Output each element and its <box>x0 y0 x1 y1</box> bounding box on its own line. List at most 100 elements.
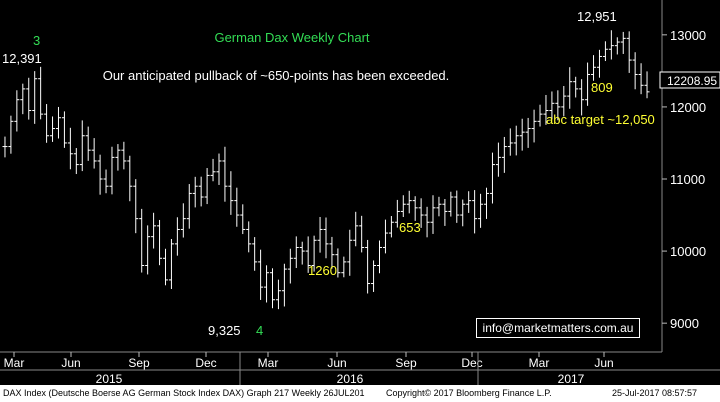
price-bar <box>519 118 525 151</box>
x-tick-label: Mar <box>529 356 550 370</box>
y-tick-label: 11000 <box>670 172 705 187</box>
x-tick-label: Jun <box>594 356 613 370</box>
price-bar <box>614 37 620 55</box>
price-bar <box>222 146 228 202</box>
price-bar <box>26 77 32 120</box>
price-bar <box>61 111 67 148</box>
x-tick-label: Dec <box>461 356 482 370</box>
price-bar <box>264 265 270 303</box>
x-year-label: 2015 <box>96 372 123 386</box>
price-bar <box>359 215 365 253</box>
price-bar <box>620 31 626 54</box>
price-bar <box>287 248 293 284</box>
chart-annotation: 1260 <box>308 263 337 278</box>
price-bar <box>32 71 38 124</box>
price-bar <box>394 199 400 228</box>
price-bar <box>67 127 73 170</box>
chart-annotation: 653 <box>399 220 421 235</box>
price-bar <box>436 196 442 217</box>
x-tick-label: Jun <box>61 356 80 370</box>
price-bar <box>91 138 97 169</box>
price-bar <box>478 193 484 228</box>
chart-subtitle: Our anticipated pullback of ~650-points … <box>103 68 450 83</box>
price-bar <box>489 152 495 204</box>
y-axis-ticks: 9000 10000 11000 12000 13000 <box>662 28 706 331</box>
price-bar <box>121 141 127 170</box>
price-bars <box>2 30 650 310</box>
last-price-label: 12208.95 <box>667 74 717 88</box>
price-bar <box>638 63 644 95</box>
price-bar <box>466 191 472 213</box>
price-bar <box>97 154 103 195</box>
y-tick-label: 10000 <box>670 244 706 259</box>
price-bar <box>2 136 8 158</box>
price-bar <box>305 236 311 273</box>
price-bar <box>133 179 139 234</box>
price-bar <box>406 190 412 214</box>
footer-description: DAX Index (Deutsche Boerse AG German Sto… <box>3 388 365 398</box>
price-bar <box>418 198 424 228</box>
price-bar <box>400 195 406 218</box>
price-bar <box>103 169 109 194</box>
price-bar <box>258 249 264 300</box>
price-bar <box>204 168 210 205</box>
price-bar <box>484 187 490 219</box>
chart-annotation: 809 <box>591 80 613 95</box>
x-tick-label: Dec <box>195 356 216 370</box>
price-bar <box>501 136 507 173</box>
price-bar <box>228 171 234 215</box>
y-tick-label: 9000 <box>670 316 699 331</box>
y-tick-label: 13000 <box>670 28 706 43</box>
price-bar <box>145 225 151 275</box>
price-bar <box>442 199 448 226</box>
price-bar <box>382 219 388 254</box>
price-bar <box>180 203 186 238</box>
x-tick-label: Sep <box>128 356 150 370</box>
price-bar <box>210 158 216 182</box>
x-tick-label: Mar <box>4 356 25 370</box>
price-bar <box>567 67 573 109</box>
price-bar <box>537 104 543 127</box>
chart-annotation: 4 <box>256 323 263 338</box>
price-bar <box>596 49 602 78</box>
price-bar <box>543 94 549 125</box>
price-bar <box>50 116 56 142</box>
price-bar <box>573 76 579 98</box>
x-year-label: 2017 <box>558 372 585 386</box>
price-bar <box>115 144 121 171</box>
price-bar <box>513 125 519 156</box>
price-bar <box>269 268 275 309</box>
price-bar <box>281 263 287 307</box>
price-bar <box>602 41 608 62</box>
x-axis-ticks: Mar Jun Sep Dec Mar Jun Sep Dec Mar Jun 2015 2016 20… <box>4 352 614 386</box>
price-bar <box>424 206 430 238</box>
price-bar <box>192 176 198 208</box>
price-bar <box>608 30 614 60</box>
chart-annotation: 9,325 <box>208 323 241 338</box>
price-bar <box>168 239 174 289</box>
price-bar <box>347 229 353 276</box>
footer-copyright: Copyright© 2017 Bloomberg Finance L.P. <box>386 388 552 398</box>
price-bar <box>430 195 436 234</box>
axes <box>0 0 720 371</box>
price-bar <box>317 216 323 253</box>
chart-annotation: 12,391 <box>2 51 42 66</box>
x-tick-label: Jun <box>327 356 346 370</box>
price-bar <box>311 235 317 272</box>
price-bar <box>186 184 192 229</box>
price-bar <box>216 153 222 185</box>
price-bar <box>644 71 650 99</box>
price-bar <box>377 240 383 274</box>
price-bar <box>139 208 145 273</box>
price-bar <box>495 142 501 177</box>
annotations: 3 12,391 9,325 4 1260 653 12,951 809 abc target … <box>2 9 655 338</box>
price-bar <box>472 190 478 234</box>
price-bar <box>525 117 531 148</box>
price-bar <box>585 62 591 106</box>
price-bar <box>531 109 537 143</box>
chart-annotation: abc target ~12,050 <box>546 112 655 127</box>
price-bar <box>632 52 638 90</box>
chart-title: German Dax Weekly Chart <box>214 30 369 45</box>
price-bar <box>151 212 157 249</box>
price-bar <box>341 256 347 278</box>
